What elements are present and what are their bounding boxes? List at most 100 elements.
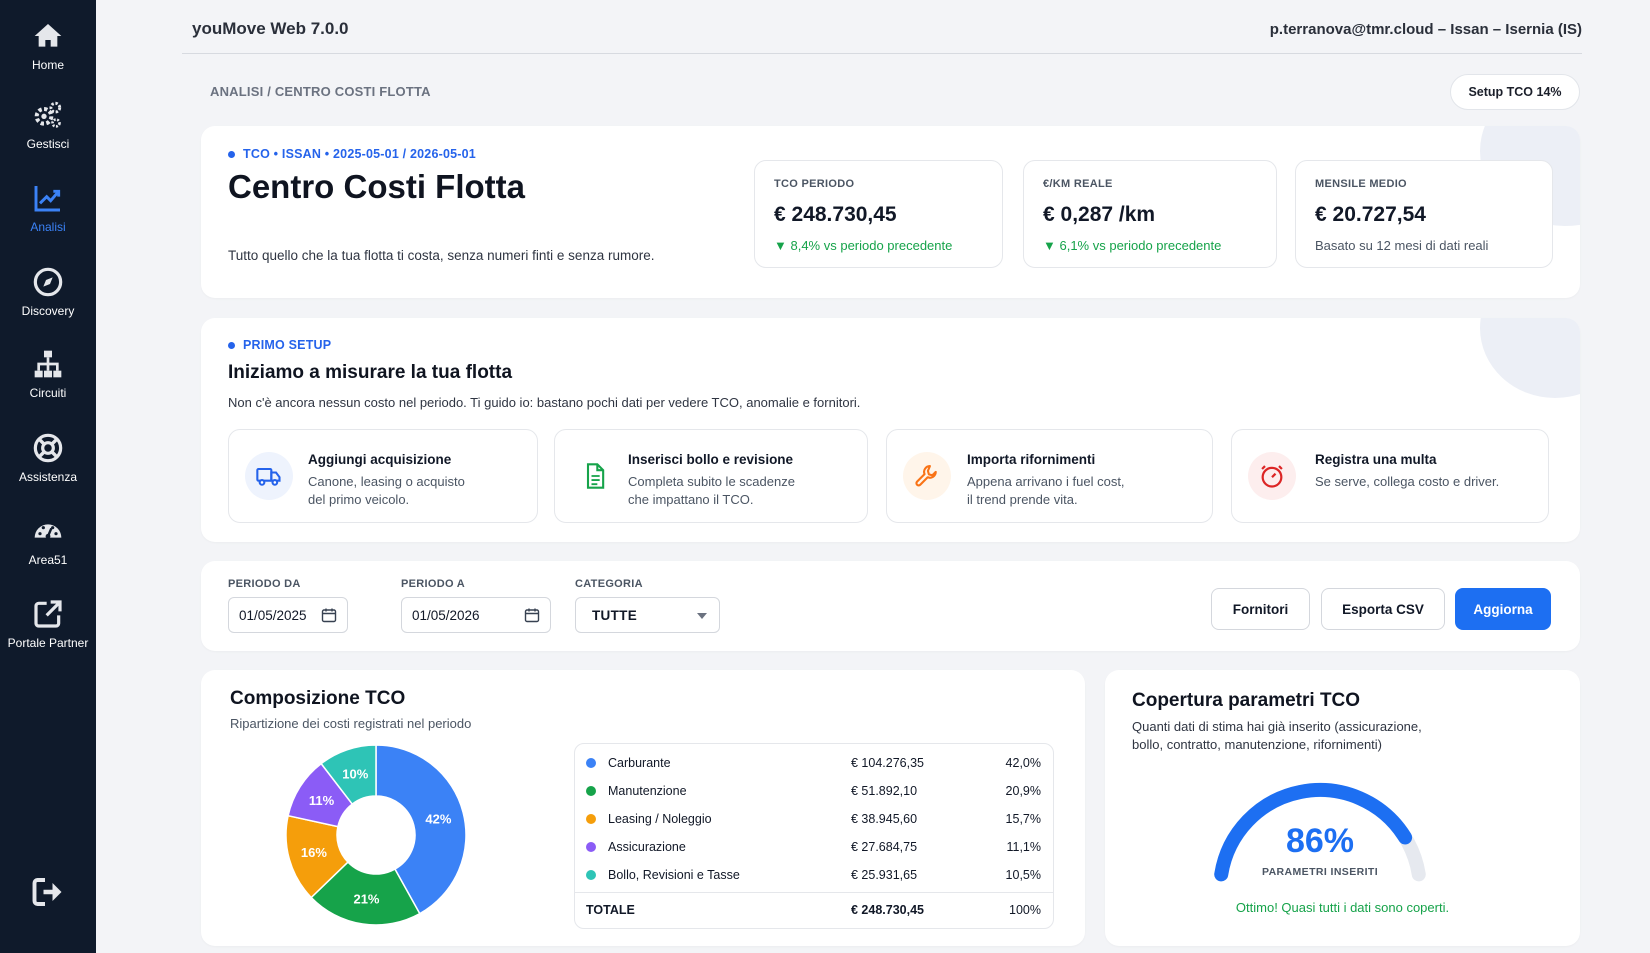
step-desc-line: il trend prende vita. bbox=[967, 492, 1078, 507]
copertura-title: Copertura parametri TCO bbox=[1132, 690, 1361, 711]
step-desc-line: Canone, leasing o acquisto bbox=[308, 474, 465, 489]
logout-icon[interactable] bbox=[30, 874, 66, 910]
step-bollo-revisione[interactable]: Inserisci bollo e revisione Completa sub… bbox=[554, 429, 868, 523]
gauge-icon bbox=[34, 524, 62, 539]
legend-swatch bbox=[586, 870, 596, 880]
step-description: Completa subito le scadenze che impattano… bbox=[628, 473, 795, 509]
hero-card: TCO • ISSAN • 2025-05-01 / 2026-05-01 Ce… bbox=[201, 126, 1580, 298]
step-desc-line: Appena arrivano i fuel cost, bbox=[967, 474, 1125, 489]
hero-eyebrow: TCO • ISSAN • 2025-05-01 / 2026-05-01 bbox=[228, 147, 476, 161]
step-desc-line: del primo veicolo. bbox=[308, 492, 410, 507]
nav-portale-partner[interactable]: Portale Partner bbox=[0, 598, 96, 672]
legend-percent: 20,9% bbox=[1005, 784, 1041, 798]
external-link-icon bbox=[34, 600, 62, 628]
tco-donut-chart: 42% 21% 16% 11% 10% bbox=[285, 744, 467, 926]
step-icon-bg bbox=[1248, 452, 1296, 500]
donut-slice bbox=[320, 744, 377, 806]
periodo-da-input[interactable]: 01/05/2025 bbox=[228, 597, 348, 633]
composizione-legend: Carburante € 104.276,35 42,0% Manutenzione €… bbox=[574, 743, 1054, 929]
nav-home[interactable]: Home bbox=[0, 20, 96, 94]
step-description: Se serve, collega costo e driver. bbox=[1315, 474, 1500, 489]
sitemap-icon bbox=[34, 350, 62, 378]
fornitori-button[interactable]: Fornitori bbox=[1211, 588, 1310, 630]
categoria-label: CATEGORIA bbox=[575, 578, 643, 590]
wrench-icon bbox=[915, 465, 937, 487]
categoria-select[interactable]: TUTTE bbox=[575, 597, 720, 633]
setup-title: Iniziamo a misurare la tua flotta bbox=[228, 362, 513, 383]
copertura-subtitle: Quanti dati di stima hai già inserito (a… bbox=[1132, 719, 1422, 752]
nav-gestisci-label: Gestisci bbox=[26, 137, 70, 151]
setup-tco-badge[interactable]: Setup TCO 14% bbox=[1450, 74, 1580, 110]
composizione-subtitle: Ripartizione dei costi registrati nel pe… bbox=[230, 716, 472, 731]
donut-slice bbox=[310, 861, 421, 926]
chevron-down-icon bbox=[697, 613, 707, 619]
decorative-circle bbox=[1480, 318, 1580, 398]
calendar-icon[interactable] bbox=[524, 607, 540, 623]
nav-discovery-label: Discovery bbox=[21, 304, 75, 318]
step-icon-bg bbox=[903, 452, 951, 500]
step-icon-bg bbox=[245, 452, 293, 500]
legend-value: € 38.945,60 bbox=[851, 812, 918, 826]
step-title: Inserisci bollo e revisione bbox=[628, 452, 794, 467]
nav-assistenza[interactable]: Assistenza bbox=[0, 432, 96, 506]
total-label: TOTALE bbox=[586, 903, 635, 917]
nav-gestisci[interactable]: Gestisci bbox=[0, 99, 96, 173]
legend-value: € 27.684,75 bbox=[851, 840, 918, 854]
gauge-fill bbox=[1214, 783, 1413, 882]
truck-icon bbox=[256, 467, 281, 486]
kpi-tco-periodo: TCO PERIODO € 248.730,45 ▼ 8,4% vs perio… bbox=[754, 160, 1003, 268]
hero-eyebrow-text: TCO • ISSAN • 2025-05-01 / 2026-05-01 bbox=[243, 147, 476, 161]
nav-discovery[interactable]: Discovery bbox=[0, 266, 96, 340]
kpi-mensile-medio: MENSILE MEDIO € 20.727,54 Basato su 12 m… bbox=[1295, 160, 1553, 268]
kpi-eur-km: €/KM REALE € 0,287 /km ▼ 6,1% vs periodo… bbox=[1023, 160, 1277, 268]
legend-total-row: TOTALE € 248.730,45 100% bbox=[575, 892, 1053, 922]
filters-card: PERIODO DA 01/05/2025 PERIODO A 01/05/20… bbox=[201, 561, 1580, 651]
legend-category: Assicurazione bbox=[608, 840, 686, 854]
donut-slice-label: 10% bbox=[342, 766, 368, 781]
nav-circuiti[interactable]: Circuiti bbox=[0, 348, 96, 422]
hero-description: Tutto quello che la tua flotta ti costa,… bbox=[228, 248, 655, 263]
periodo-a-value: 01/05/2026 bbox=[412, 607, 480, 623]
user-info[interactable]: p.terranova@tmr.cloud – Issan – Isernia … bbox=[1269, 21, 1582, 38]
step-registra-multa[interactable]: Registra una multa Se serve, collega cos… bbox=[1231, 429, 1549, 523]
step-aggiungi-acquisizione[interactable]: Aggiungi acquisizione Canone, leasing o … bbox=[228, 429, 538, 523]
nav-home-label: Home bbox=[31, 58, 64, 72]
donut-slice-label: 42% bbox=[425, 811, 451, 826]
periodo-a-input[interactable]: 01/05/2026 bbox=[401, 597, 551, 633]
esporta-csv-button[interactable]: Esporta CSV bbox=[1321, 588, 1445, 630]
step-description: Canone, leasing o acquisto del primo veic… bbox=[308, 473, 465, 509]
home-icon bbox=[34, 24, 62, 47]
page-title: Centro Costi Flotta bbox=[228, 168, 525, 205]
kpi-trend: ▼ 6,1% vs periodo precedente bbox=[1043, 238, 1222, 253]
aggiorna-button[interactable]: Aggiorna bbox=[1455, 588, 1551, 630]
calendar-icon[interactable] bbox=[321, 607, 337, 623]
step-description: Appena arrivano i fuel cost, il trend pre… bbox=[967, 473, 1125, 509]
composizione-card: Composizione TCO Ripartizione dei costi … bbox=[201, 670, 1085, 946]
nav-area51[interactable]: Area51 bbox=[0, 515, 96, 589]
legend-percent: 11,1% bbox=[1006, 840, 1041, 854]
document-icon bbox=[586, 463, 605, 489]
step-importa-rifornimenti[interactable]: Importa rifornimenti Appena arrivano i f… bbox=[886, 429, 1213, 523]
donut-slice-label: 21% bbox=[353, 891, 379, 906]
categoria-value: TUTTE bbox=[592, 607, 637, 623]
legend-value: € 25.931,65 bbox=[851, 868, 918, 882]
kpi-label: €/KM REALE bbox=[1043, 178, 1113, 190]
legend-row: Bollo, Revisioni e Tasse € 25.931,65 10,5% bbox=[575, 861, 1053, 889]
periodo-da-value: 01/05/2025 bbox=[239, 607, 307, 623]
nav-area51-label: Area51 bbox=[28, 553, 68, 567]
nav-circuiti-label: Circuiti bbox=[29, 386, 67, 400]
step-title: Aggiungi acquisizione bbox=[308, 452, 452, 467]
legend-row: Assicurazione € 27.684,75 11,1% bbox=[575, 833, 1053, 861]
legend-category: Bollo, Revisioni e Tasse bbox=[608, 868, 740, 882]
coverage-value: 86% bbox=[1285, 822, 1355, 860]
eyebrow-dot bbox=[228, 150, 235, 158]
total-value: € 248.730,45 bbox=[851, 903, 924, 917]
legend-value: € 104.276,35 bbox=[851, 756, 924, 770]
step-title: Importa rifornimenti bbox=[967, 452, 1096, 467]
header-divider bbox=[182, 53, 1582, 54]
nav-analisi[interactable]: Analisi bbox=[0, 182, 96, 256]
sidebar: Home Gestisci Analisi Discovery Circuiti… bbox=[0, 0, 96, 953]
legend-swatch bbox=[586, 814, 596, 824]
step-desc-line: Completa subito le scadenze bbox=[628, 474, 795, 489]
legend-swatch bbox=[586, 758, 596, 768]
